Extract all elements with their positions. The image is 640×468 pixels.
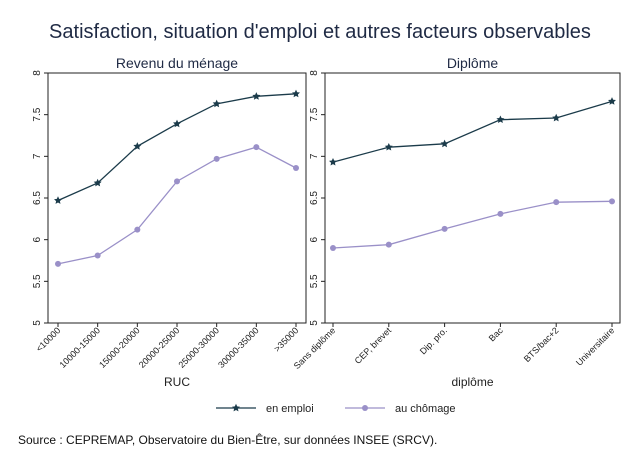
x-tick-label: 20000-25000 — [137, 325, 182, 370]
x-tick-label: <10000 — [34, 325, 62, 353]
series-line — [58, 94, 296, 201]
x-axis-label: RUC — [164, 375, 190, 389]
y-tick-label: 7 — [32, 153, 43, 159]
y-tick-label: 6 — [309, 236, 320, 242]
data-point — [330, 245, 336, 251]
series-en-emploi — [329, 97, 616, 165]
y-tick-label: 7.5 — [32, 107, 43, 121]
data-point — [441, 140, 449, 148]
series-line — [333, 201, 612, 248]
y-tick-label: 5.5 — [32, 274, 43, 288]
y-tick-label: 5 — [309, 320, 320, 326]
legend-item-2: au chômage — [345, 403, 456, 415]
legend-marker — [362, 405, 368, 411]
data-point — [95, 253, 101, 259]
data-point — [252, 92, 260, 100]
y-tick-label: 5.5 — [309, 274, 320, 288]
data-point — [442, 226, 448, 232]
data-point — [213, 100, 221, 108]
y-tick-label: 6 — [32, 236, 43, 242]
y-tick-label: 6.5 — [309, 191, 320, 205]
y-tick-label: 5 — [32, 320, 43, 326]
series-line — [333, 101, 612, 162]
legend-item-1: en emploi — [216, 403, 314, 415]
series-line — [58, 147, 296, 264]
data-point — [552, 114, 560, 122]
data-point — [385, 143, 393, 151]
x-tick-label: Universitaire — [574, 325, 616, 367]
data-point — [608, 97, 616, 105]
y-tick-label: 8 — [309, 70, 320, 76]
data-point — [292, 90, 300, 98]
data-point — [214, 156, 220, 162]
chart-panels: Revenu du ménage 5 5.5 6 6.5 7 7.5 8 <1000010000… — [32, 55, 620, 389]
data-point — [54, 196, 62, 204]
series-en-emploi — [54, 90, 300, 204]
y-tick-label: 8 — [32, 70, 43, 76]
x-tick-label: 10000-15000 — [57, 325, 102, 370]
chart-panel-1: Revenu du ménage 5 5.5 6 6.5 7 7.5 8 <1000010000… — [32, 55, 306, 389]
data-point — [174, 178, 180, 184]
x-tick-label: 25000-30000 — [176, 325, 221, 370]
legend: en emploi au chômage — [216, 403, 456, 415]
x-tick-label: BTS/bac+2 — [522, 325, 561, 364]
plot-frame — [325, 73, 620, 323]
data-point — [253, 144, 259, 150]
plot-frame — [48, 73, 306, 323]
data-point — [609, 198, 615, 204]
y-tick-label: 7 — [309, 153, 320, 159]
panel-title: Diplôme — [447, 55, 499, 71]
legend-marker — [232, 404, 240, 412]
x-tick-label: Bac — [487, 325, 505, 343]
series-au-chomage — [330, 198, 615, 251]
series-au-chomage — [55, 144, 299, 267]
y-tick-label: 6.5 — [32, 191, 43, 205]
figure-title: Satisfaction, situation d'emploi et autr… — [49, 21, 591, 43]
data-point — [553, 199, 559, 205]
data-point — [497, 211, 503, 217]
legend-label: au chômage — [395, 403, 456, 415]
x-tick-label: CEP, brevet — [353, 325, 394, 366]
panel-title: Revenu du ménage — [116, 55, 238, 71]
data-point — [329, 158, 337, 166]
data-point — [386, 242, 392, 248]
x-tick-label: 15000-20000 — [97, 325, 142, 370]
data-point — [293, 165, 299, 171]
x-axis-label: diplôme — [451, 375, 493, 389]
source-note: Source : CEPREMAP, Observatoire du Bien-… — [18, 433, 437, 447]
legend-label: en emploi — [266, 403, 314, 415]
x-tick-label: Dip. pro. — [418, 325, 449, 356]
figure: Satisfaction, situation d'emploi et autr… — [0, 0, 640, 468]
x-tick-label: >35000 — [272, 325, 300, 353]
data-point — [55, 261, 61, 267]
data-point — [134, 227, 140, 233]
data-point — [496, 115, 504, 123]
x-tick-label: 30000-35000 — [216, 325, 261, 370]
y-tick-label: 7.5 — [309, 107, 320, 121]
